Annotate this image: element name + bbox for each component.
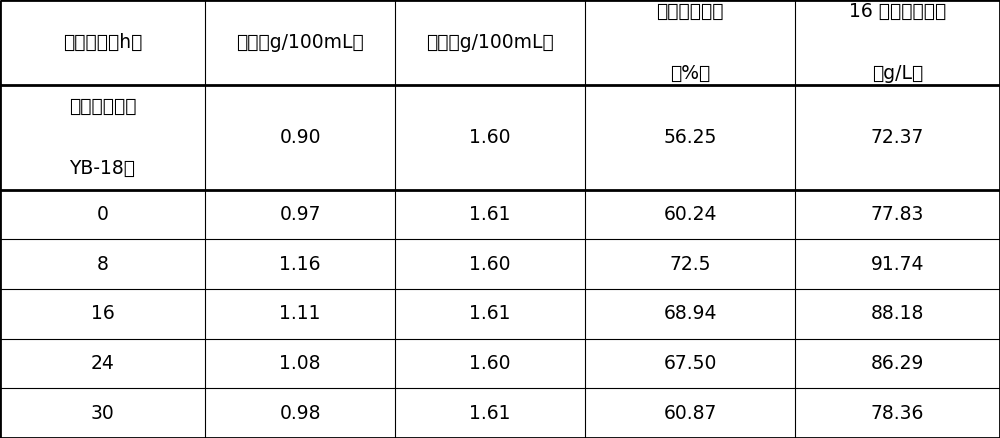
Text: 16 种氨基酸总和

（g/L）: 16 种氨基酸总和 （g/L） bbox=[849, 2, 946, 83]
Text: 对照（未接种

YB-18）: 对照（未接种 YB-18） bbox=[69, 97, 136, 178]
Text: 88.18: 88.18 bbox=[871, 304, 924, 323]
Text: 91.74: 91.74 bbox=[871, 255, 924, 274]
Text: 0: 0 bbox=[97, 205, 108, 224]
Text: 全氮（g/100mL）: 全氮（g/100mL） bbox=[426, 33, 554, 52]
Text: 56.25: 56.25 bbox=[663, 128, 717, 147]
Text: 16: 16 bbox=[91, 304, 114, 323]
Text: 67.50: 67.50 bbox=[663, 354, 717, 373]
Text: 77.83: 77.83 bbox=[871, 205, 924, 224]
Text: 1.61: 1.61 bbox=[469, 404, 511, 423]
Text: 24: 24 bbox=[91, 354, 114, 373]
Text: 1.08: 1.08 bbox=[279, 354, 321, 373]
Text: 1.61: 1.61 bbox=[469, 205, 511, 224]
Text: 60.87: 60.87 bbox=[663, 404, 717, 423]
Text: 78.36: 78.36 bbox=[871, 404, 924, 423]
Text: 86.29: 86.29 bbox=[871, 354, 924, 373]
Text: 1.16: 1.16 bbox=[279, 255, 321, 274]
Text: 30: 30 bbox=[91, 404, 114, 423]
Text: 0.98: 0.98 bbox=[279, 404, 321, 423]
Text: 0.90: 0.90 bbox=[279, 128, 321, 147]
Text: 72.37: 72.37 bbox=[871, 128, 924, 147]
Text: 68.94: 68.94 bbox=[663, 304, 717, 323]
Text: 1.60: 1.60 bbox=[469, 354, 511, 373]
Text: 1.60: 1.60 bbox=[469, 128, 511, 147]
Text: 氨基酸生成率

（%）: 氨基酸生成率 （%） bbox=[656, 2, 724, 83]
Text: 接种时间（h）: 接种时间（h） bbox=[63, 33, 142, 52]
Text: 1.61: 1.61 bbox=[469, 304, 511, 323]
Text: 72.5: 72.5 bbox=[669, 255, 711, 274]
Text: 氨氮（g/100mL）: 氨氮（g/100mL） bbox=[236, 33, 364, 52]
Text: 1.11: 1.11 bbox=[279, 304, 321, 323]
Text: 60.24: 60.24 bbox=[663, 205, 717, 224]
Text: 8: 8 bbox=[97, 255, 108, 274]
Text: 1.60: 1.60 bbox=[469, 255, 511, 274]
Text: 0.97: 0.97 bbox=[279, 205, 321, 224]
